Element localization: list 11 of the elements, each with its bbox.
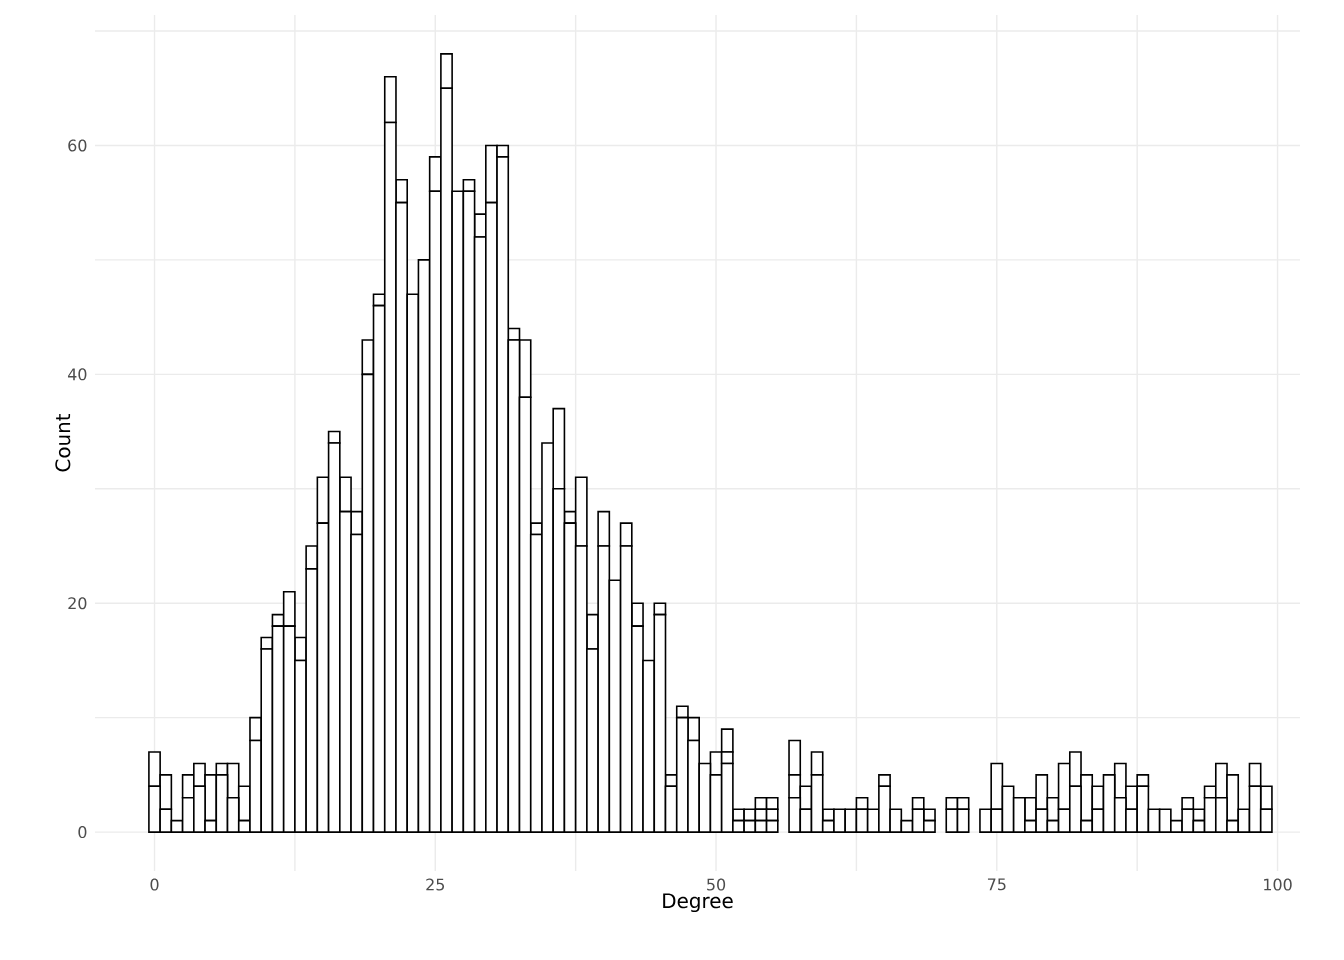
x-tick-label: 100 [1264, 878, 1292, 891]
y-tick-label: 60 [68, 139, 87, 152]
y-tick-label: 0 [78, 826, 87, 839]
x-tick-label: 75 [987, 878, 1006, 891]
x-tick-label: 50 [707, 878, 726, 891]
y-axis-title: Count [55, 413, 71, 472]
y-tick-label: 40 [67, 368, 87, 381]
y-tick-label: 20 [68, 597, 87, 610]
x-tick-label: 25 [426, 878, 445, 891]
x-axis-title: Degree [663, 893, 733, 913]
x-tick-label: 0 [150, 878, 159, 891]
